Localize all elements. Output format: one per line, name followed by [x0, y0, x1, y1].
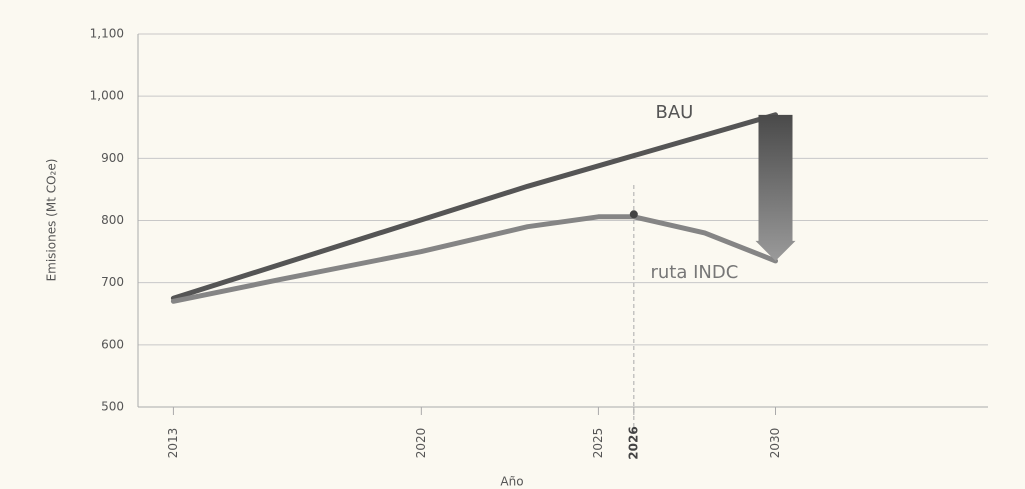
x-tick-label: 2025	[591, 428, 605, 459]
y-tick-label: 600	[101, 337, 124, 351]
line-series	[170, 112, 778, 301]
reduction-arrow	[755, 114, 796, 261]
x-tick-label: 2013	[166, 428, 180, 459]
y-tick-label: 700	[101, 275, 124, 289]
x-tick-label: 2020	[414, 428, 428, 459]
y-tick-label: 1,100	[90, 27, 124, 41]
legend-label: ruta INDC	[651, 262, 739, 283]
x-axis-label: Año	[500, 475, 523, 489]
legend-label: BAU	[656, 102, 694, 123]
y-tick-label: 1,000	[90, 89, 124, 103]
line-series	[170, 214, 778, 304]
y-axis-label: Emisiones (Mt CO₂e)	[45, 159, 59, 282]
x-tick-label: 2026	[626, 426, 640, 459]
highlight-point	[629, 210, 638, 219]
y-tick-label: 800	[101, 213, 124, 227]
y-tick-label: 500	[101, 400, 124, 414]
x-tick-label: 2030	[768, 428, 782, 459]
y-tick-label: 900	[101, 151, 124, 165]
